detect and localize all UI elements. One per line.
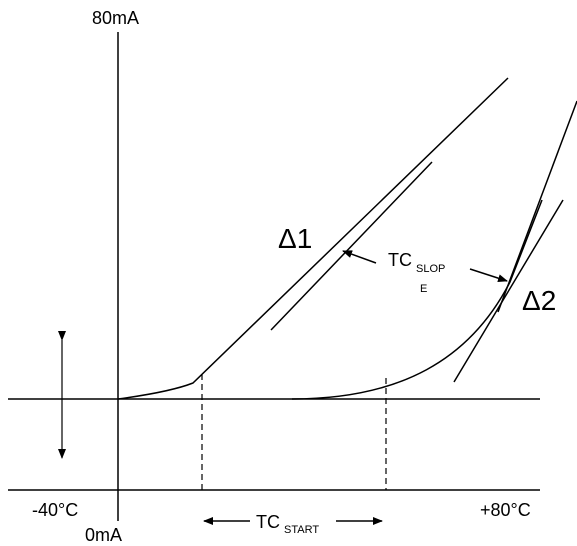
tangent-line-shallow [453, 199, 564, 383]
curve-2 [291, 199, 543, 400]
y-axis-bottom-label: 0mA [85, 525, 122, 545]
y-axis-top-label: 80mA [92, 8, 139, 28]
arrow-to-slope-1 [342, 250, 377, 264]
tc-start-label-sub: START [284, 524, 319, 536]
tc-slope-label-sub2: E [420, 283, 427, 295]
tc-slope-label-main: TC [388, 250, 412, 270]
slope-line-1 [270, 161, 433, 331]
tc-slope-label-sub1: SLOP [416, 263, 445, 275]
delta-2-label: Δ2 [522, 285, 556, 316]
tangent-line-steep [497, 100, 577, 313]
x-axis-left-label: -40°C [32, 500, 78, 520]
x-axis-right-label: +80°C [480, 500, 531, 520]
delta-1-label: Δ1 [278, 223, 312, 254]
arrow-to-slope-2 [469, 268, 508, 283]
tc-start-label-main: TC [256, 512, 280, 532]
curve-1 [117, 77, 509, 400]
